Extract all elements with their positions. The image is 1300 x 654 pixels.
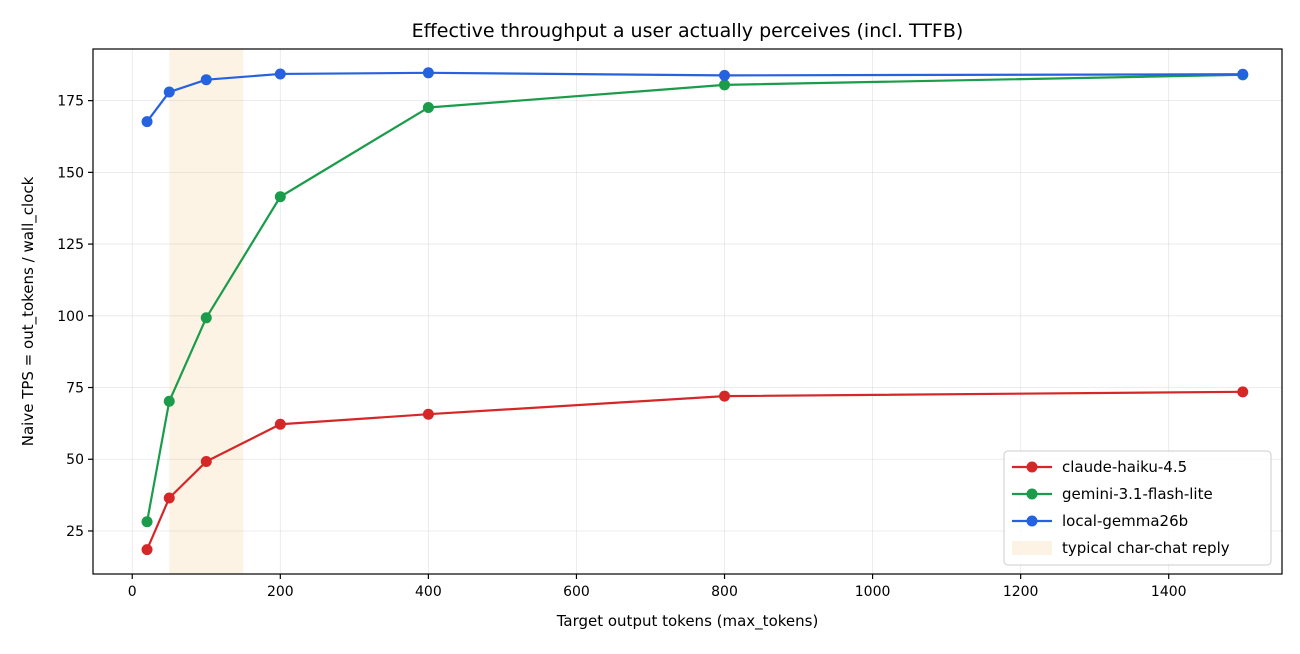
data-point (141, 516, 153, 528)
legend-label: gemini-3.1-flash-lite (1062, 485, 1213, 503)
x-tick-label: 600 (563, 584, 590, 600)
data-point (422, 408, 434, 420)
data-point (163, 86, 175, 98)
x-tick-label: 800 (711, 584, 738, 600)
y-tick-label: 150 (57, 165, 84, 181)
data-point (141, 544, 153, 556)
y-tick-label: 125 (57, 237, 84, 253)
data-point (719, 390, 731, 402)
y-tick-label: 175 (57, 94, 84, 110)
legend-item: local-gemma26b (1012, 512, 1188, 530)
x-tick-label: 0 (128, 584, 137, 600)
shaded-region-layer (169, 49, 244, 574)
data-point (422, 102, 434, 114)
ticks-layer: 0 200 400 600 800 1000 1200 1400 25 50 75 100 125 150… (57, 94, 1186, 600)
legend-shade-swatch (1012, 541, 1052, 555)
data-point (422, 67, 434, 79)
data-point (200, 456, 212, 468)
legend-marker (1026, 488, 1038, 500)
y-tick-label: 100 (57, 309, 84, 325)
legend-marker (1026, 461, 1038, 473)
data-point (200, 74, 212, 86)
data-point (274, 191, 286, 203)
legend: claude-haiku-4.5 gemini-3.1-flash-lite loc… (1003, 450, 1272, 566)
data-point (1237, 68, 1249, 80)
legend-marker (1026, 515, 1038, 527)
legend-label: local-gemma26b (1062, 512, 1188, 530)
series-layer (141, 67, 1249, 556)
data-point (163, 492, 175, 504)
data-point (163, 395, 175, 407)
data-point (141, 116, 153, 128)
x-axis-label: Target output tokens (max_tokens) (556, 612, 819, 631)
legend-label: claude-haiku-4.5 (1062, 458, 1187, 476)
data-point (1237, 386, 1249, 398)
series-claude-haiku-4.5 (141, 386, 1249, 556)
x-tick-label: 400 (415, 584, 442, 600)
x-tick-label: 200 (267, 584, 294, 600)
y-tick-label: 75 (66, 381, 84, 397)
y-axis-label: Naive TPS = out_tokens / wall_clock (19, 176, 38, 446)
data-point (200, 312, 212, 324)
x-tick-label: 1000 (855, 584, 891, 600)
data-point (274, 68, 286, 80)
y-tick-label: 25 (66, 524, 84, 540)
series-line (146, 71, 1243, 123)
legend-item: gemini-3.1-flash-lite (1012, 485, 1213, 503)
legend-box (1003, 450, 1272, 566)
series-local-gemma26b (141, 67, 1249, 128)
data-point (274, 418, 286, 430)
legend-item: claude-haiku-4.5 (1012, 458, 1187, 476)
axes-frame (92, 48, 1283, 575)
legend-item: typical char-chat reply (1012, 539, 1230, 557)
y-tick-label: 50 (66, 452, 84, 468)
x-tick-label: 1400 (1151, 584, 1187, 600)
chart-title: Effective throughput a user actually per… (412, 20, 964, 42)
x-tick-label: 1200 (1003, 584, 1039, 600)
data-point (719, 69, 731, 81)
shaded-region (169, 49, 244, 574)
data-point (719, 79, 731, 91)
legend-label: typical char-chat reply (1062, 539, 1230, 557)
